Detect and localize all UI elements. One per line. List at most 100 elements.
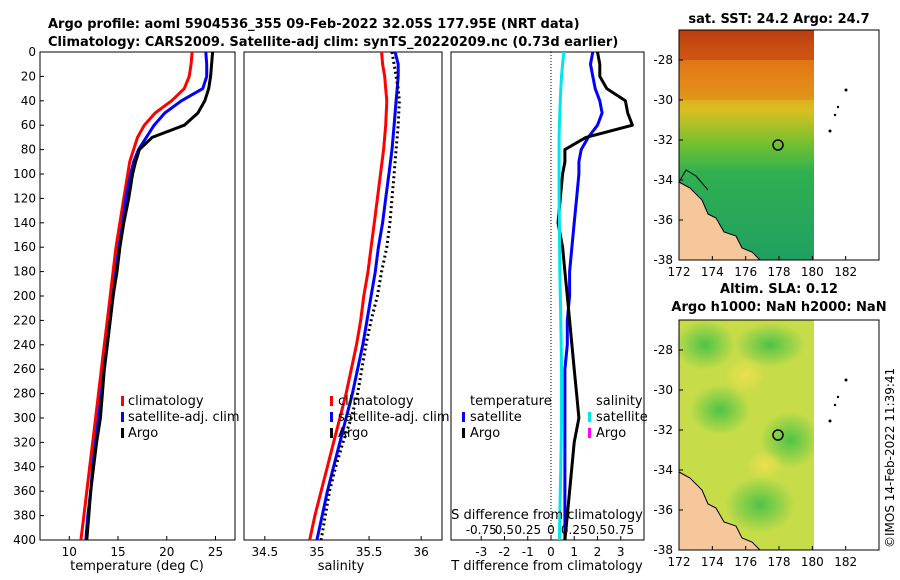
map-y-tick-label: -28 (653, 53, 673, 67)
difference-panel: -3 -2 -1 0 1 2 3 -0.750.50.2500.250.50.75 S di… (450, 51, 648, 574)
depth-tick-label: 100 (13, 167, 36, 181)
x-tick-label: -1 (522, 545, 534, 559)
legend-s-argo: Argo (596, 426, 626, 441)
imos-credit: ©IMOS 14-Feb-2022 11:39:41 (883, 368, 897, 548)
map-x-tick-label: 178 (768, 265, 791, 279)
map-y-tick-label: -30 (653, 383, 673, 397)
map-y-tick-label: -32 (653, 133, 673, 147)
legend-s-satellite: satellite (596, 410, 648, 425)
sla-blob-yellow (723, 357, 767, 393)
x-tick-label: 2 (594, 545, 602, 559)
depth-tick-label: 260 (13, 362, 36, 376)
depth-tick-label: 200 (13, 289, 36, 303)
map-x-tick-label: 180 (801, 555, 824, 569)
x-tick-label: 20 (159, 545, 174, 559)
x-tick-label: 10 (62, 545, 77, 559)
map-y-tick-label: -38 (653, 253, 673, 267)
x-tick-label: 35 (309, 545, 324, 559)
map-y-tick-label: -28 (653, 343, 673, 357)
salinity-tick-labels: 34.5 35 35.5 36 (251, 536, 429, 559)
sla-blob (735, 323, 805, 367)
sst-map-ticks: 172 174 176 178 180 182 -28 -30 -32 -34 -36 -38 (653, 53, 857, 279)
legend-salinity-title: salinity (596, 394, 643, 409)
legend-t-satellite-swatch (462, 412, 465, 422)
depth-tick-label: 280 (13, 387, 36, 401)
s-tick-label: 0.25 (514, 523, 541, 537)
temperature-panel: 0 20 40 60 80 100 120 140 160 180 200 220 240 260 280 3… (13, 45, 455, 574)
map-x-tick-label: 180 (801, 265, 824, 279)
sla-blob (725, 477, 795, 533)
series-argo (85, 51, 215, 541)
depth-tick-label: 180 (13, 265, 36, 279)
salinity-series (308, 51, 401, 541)
s-difference-tick-labels: -0.750.50.2500.250.50.75 (466, 523, 634, 537)
series-argo (319, 51, 401, 541)
temperature-tick-labels: 10 15 20 25 (62, 536, 223, 559)
s-tick-label: 0.5 (588, 523, 607, 537)
sst-map-panel: sat. SST: 24.2 Argo: 24.7 172 174 176 178 18… (653, 12, 880, 279)
map-x-tick-label: 174 (701, 555, 724, 569)
difference-series (550, 51, 634, 541)
sla-map-ticks: 172 174 176 178 180 182 -28 -30 -32 -34 -36 -38 (653, 343, 857, 569)
legend-satellite-swatch (330, 412, 333, 422)
depth-tick-label: 160 (13, 240, 36, 254)
s-tick-label: -0.75 (466, 523, 497, 537)
x-tick-label: 3 (617, 545, 625, 559)
depth-tick-label: 140 (13, 216, 36, 230)
temperature-axes-box (39, 51, 236, 541)
map-x-tick-label: 176 (734, 265, 757, 279)
map-y-tick-label: -38 (653, 543, 673, 557)
legend-climatology-swatch (121, 396, 124, 406)
depth-tick-label: 240 (13, 338, 36, 352)
legend-climatology-swatch (330, 396, 333, 406)
temperature-legend: climatology satellite-adj. clim Argo (121, 394, 240, 441)
legend-s-satellite-swatch (588, 412, 591, 422)
map-y-tick-label: -34 (653, 173, 673, 187)
sla-kermadec-islands (828, 378, 848, 423)
sla-argo-marker (772, 429, 784, 441)
map-x-tick-label: 172 (668, 265, 691, 279)
legend-t-argo-swatch (462, 428, 465, 438)
x-tick-label: 34.5 (251, 545, 278, 559)
map-y-tick-label: -32 (653, 423, 673, 437)
map-x-tick-label: 174 (701, 265, 724, 279)
x-tick-label: 36 (414, 545, 429, 559)
map-y-tick-label: -30 (653, 93, 673, 107)
depth-tick-label: 60 (21, 118, 36, 132)
sla-blob (675, 320, 735, 370)
series-climatology (79, 51, 194, 541)
sst-mid-patch (679, 60, 814, 100)
depth-tick-label: 400 (13, 533, 36, 547)
legend-temperature-title: temperature (470, 394, 552, 409)
legend-climatology: climatology (338, 394, 414, 409)
sst-kermadec-islands (828, 88, 848, 133)
legend-t-satellite: satellite (470, 410, 522, 425)
s-tick-label: 0.5 (495, 523, 514, 537)
depth-tick-label: 20 (21, 69, 36, 83)
map-x-tick-label: 182 (834, 265, 857, 279)
x-tick-label: -2 (498, 545, 510, 559)
legend-satellite: satellite-adj. clim (128, 410, 240, 425)
legend-satellite: satellite-adj. clim (338, 410, 450, 425)
depth-tick-label: 300 (13, 411, 36, 425)
x-tick-label: 15 (110, 545, 125, 559)
sla-map-title-1: Altim. SLA: 0.12 (720, 282, 838, 297)
salinity-xlabel: salinity (318, 559, 365, 574)
map-x-tick-label: 182 (834, 555, 857, 569)
legend-s-argo-swatch (588, 428, 591, 438)
depth-tick-label: 0 (28, 45, 36, 59)
legend-argo: Argo (128, 426, 158, 441)
map-y-tick-label: -36 (653, 213, 673, 227)
map-y-tick-label: -36 (653, 503, 673, 517)
sst-argo-marker (772, 139, 784, 151)
depth-tick-label: 220 (13, 313, 36, 327)
sst-map-title: sat. SST: 24.2 Argo: 24.7 (688, 12, 869, 27)
depth-tick-label: 40 (21, 94, 36, 108)
x-tick-label: 35.5 (356, 545, 383, 559)
depth-tick-label: 380 (13, 509, 36, 523)
map-x-tick-label: 176 (734, 555, 757, 569)
legend-satellite-swatch (121, 412, 124, 422)
s-tick-label: 0.75 (607, 523, 634, 537)
sla-blob-yellow (745, 450, 785, 480)
t-difference-xlabel: T difference from climatology (450, 559, 643, 574)
